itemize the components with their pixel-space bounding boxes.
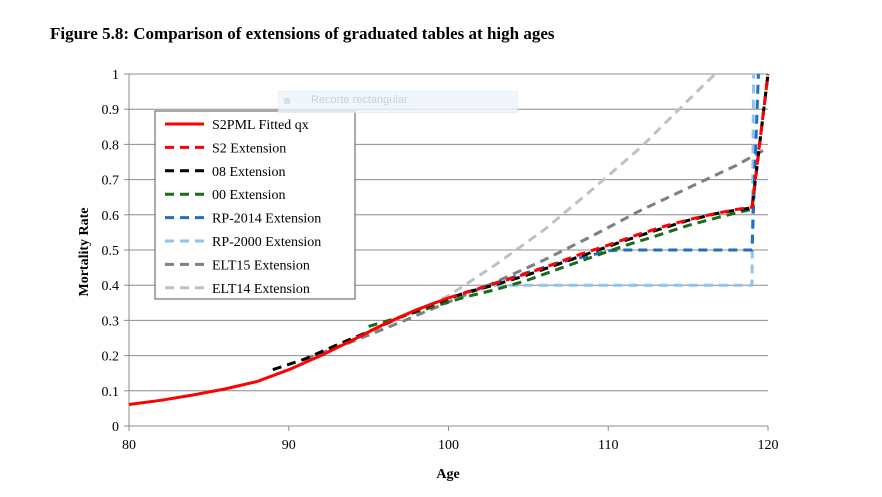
y-tick-label: 0.5	[102, 244, 120, 259]
axes: 0 0.1 0.2 0.3 0.4 0.5 0.6 0.7 0.8 0.9 1 80 90 100 110 1…	[102, 68, 779, 453]
legend-label: RP-2014 Extension	[212, 212, 321, 227]
snip-tooltip: Recorte rectangular	[278, 91, 518, 113]
x-tick-label: 80	[122, 438, 136, 453]
y-tick-label: 0	[112, 420, 119, 435]
legend: S2PML Fitted qx S2 Extension 08 Extension 0…	[154, 110, 356, 300]
y-tick-label: 0.4	[102, 279, 120, 294]
series-line	[368, 73, 770, 328]
series-line	[128, 296, 450, 406]
series-line	[448, 73, 770, 300]
y-tick-label: 0.1	[102, 385, 120, 400]
y-tick-label: 0.6	[102, 209, 120, 224]
y-axis-title: Mortality Rate	[77, 207, 92, 296]
y-tick-label: 0.2	[102, 350, 120, 365]
y-tick-label: 0.7	[102, 174, 120, 189]
legend-label: 08 Extension	[212, 165, 286, 180]
legend-label: 00 Extension	[212, 188, 286, 203]
x-tick-label: 110	[598, 438, 618, 453]
x-axis-title: Age	[436, 467, 459, 482]
y-tick-label: 1	[112, 68, 119, 83]
y-tick-label: 0.3	[102, 314, 120, 329]
x-tick-label: 90	[282, 438, 296, 453]
series-line	[304, 146, 769, 361]
legend-label: ELT14 Extension	[212, 282, 310, 297]
x-tick-label: 100	[438, 438, 459, 453]
figure-title: Figure 5.8: Comparison of extensions of …	[50, 24, 555, 43]
snip-tooltip-text: Recorte rectangular	[311, 94, 408, 106]
snip-icon	[284, 98, 290, 104]
legend-label: ELT15 Extension	[212, 258, 310, 273]
x-tick-label: 120	[758, 438, 779, 453]
y-tick-label: 0.9	[102, 103, 120, 118]
y-tick-label: 0.8	[102, 138, 120, 153]
legend-label: S2 Extension	[212, 141, 286, 156]
series-line	[304, 72, 717, 363]
series-lines	[128, 72, 770, 406]
legend-label: S2PML Fitted qx	[212, 118, 309, 133]
legend-box	[154, 110, 356, 300]
legend-label: RP-2000 Extension	[212, 235, 321, 250]
